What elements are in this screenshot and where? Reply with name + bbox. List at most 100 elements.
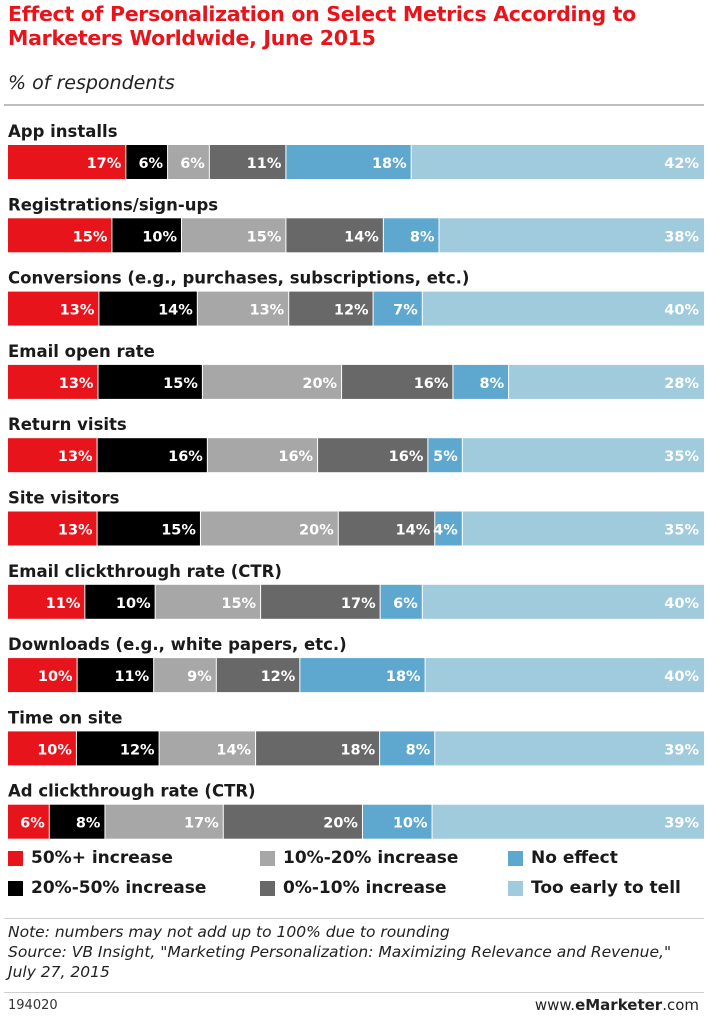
category-label: Email clickthrough rate (CTR) bbox=[8, 562, 282, 581]
bar-segment bbox=[126, 145, 168, 179]
legend-swatch bbox=[508, 880, 523, 896]
bar-segment bbox=[8, 364, 98, 399]
data-label: 20% bbox=[302, 376, 337, 392]
category-label: Downloads (e.g., white papers, etc.) bbox=[8, 635, 347, 654]
data-label: 18% bbox=[386, 669, 421, 685]
data-label: 13% bbox=[60, 303, 95, 319]
legend-label: 50%+ increase bbox=[31, 848, 173, 868]
bar-segment bbox=[8, 658, 77, 693]
category-label: Return visits bbox=[8, 415, 127, 434]
data-label: 13% bbox=[58, 523, 93, 539]
data-label: 35% bbox=[664, 449, 699, 465]
data-label: 28% bbox=[664, 376, 699, 392]
bar-segment bbox=[256, 731, 380, 766]
data-label: 38% bbox=[664, 229, 699, 245]
legend-item-too-early: Too early to tell bbox=[508, 878, 681, 898]
bar-segment bbox=[197, 291, 289, 326]
bar-segment bbox=[422, 291, 704, 326]
data-label: 13% bbox=[59, 376, 94, 392]
brand-link[interactable]: www.eMarketer.com bbox=[535, 996, 699, 1014]
bar-segment bbox=[439, 218, 704, 253]
data-label: 10% bbox=[142, 229, 177, 245]
data-label: 10% bbox=[393, 816, 428, 832]
bar-segment bbox=[462, 511, 704, 546]
data-label: 17% bbox=[341, 596, 376, 612]
bar-segment bbox=[373, 291, 422, 326]
bar-segment bbox=[428, 438, 462, 473]
chart-notes: Note: numbers may not add up to 100% due… bbox=[8, 922, 703, 982]
bar-segment bbox=[8, 804, 49, 839]
chart-id: 194020 bbox=[8, 998, 58, 1013]
bar-segment bbox=[383, 218, 439, 253]
footer-divider bbox=[4, 992, 704, 993]
chart-subtitle: % of respondents bbox=[8, 72, 175, 94]
bar-segment bbox=[432, 804, 704, 839]
data-label: 15% bbox=[221, 596, 256, 612]
data-label: 20% bbox=[299, 523, 334, 539]
bar-segment bbox=[8, 218, 112, 253]
data-label: 35% bbox=[664, 523, 699, 539]
data-label: 40% bbox=[664, 669, 699, 685]
data-label: 18% bbox=[372, 156, 407, 172]
bar-segment bbox=[105, 804, 223, 839]
bar-segment bbox=[155, 584, 261, 619]
bar-segment bbox=[223, 804, 362, 839]
bar-segment bbox=[286, 145, 411, 179]
data-label: 20% bbox=[323, 816, 358, 832]
bar-segment bbox=[200, 511, 338, 546]
data-label: 13% bbox=[58, 449, 93, 465]
data-label: 16% bbox=[389, 449, 424, 465]
data-label: 12% bbox=[334, 303, 369, 319]
bar-segment bbox=[286, 218, 383, 253]
legend-label: 0%-10% increase bbox=[283, 878, 447, 898]
brand-suffix: .com bbox=[662, 996, 699, 1014]
legend-label: 20%-50% increase bbox=[31, 878, 207, 898]
bar-segment bbox=[85, 584, 155, 619]
bar-segment bbox=[261, 584, 380, 619]
legend-item-10-20: 10%-20% increase bbox=[260, 848, 458, 868]
category-label: Ad clickthrough rate (CTR) bbox=[8, 782, 256, 801]
bar-segment bbox=[77, 658, 154, 693]
bar-segment bbox=[435, 511, 462, 546]
bar-segment bbox=[209, 145, 286, 179]
bar-segment bbox=[99, 291, 197, 326]
chart-title: Effect of Personalization on Select Metr… bbox=[8, 2, 636, 50]
legend-item-no-effect: No effect bbox=[508, 848, 618, 868]
chart-legend: 50%+ increase 20%-50% increase 10%-20% i… bbox=[0, 848, 709, 912]
legend-label: 10%-20% increase bbox=[283, 848, 459, 868]
data-label: 15% bbox=[163, 376, 198, 392]
bar-segment bbox=[425, 658, 704, 693]
bar-segment bbox=[422, 584, 704, 619]
source-note: Source: VB Insight, "Marketing Personali… bbox=[8, 943, 672, 981]
bar-segment bbox=[509, 364, 704, 399]
legend-swatch bbox=[8, 880, 23, 896]
bar-segment bbox=[8, 438, 97, 473]
data-label: 8% bbox=[479, 376, 504, 392]
data-label: 15% bbox=[73, 229, 108, 245]
data-label: 15% bbox=[247, 229, 282, 245]
bar-segment bbox=[318, 438, 428, 473]
data-label: 10% bbox=[38, 669, 73, 685]
data-label: 10% bbox=[116, 596, 151, 612]
bar-segment bbox=[207, 438, 318, 473]
bar-segment bbox=[8, 145, 126, 179]
legend-label: Too early to tell bbox=[531, 878, 681, 898]
bar-segment bbox=[8, 584, 85, 619]
category-label: App installs bbox=[8, 122, 118, 141]
bar-segment bbox=[159, 731, 256, 766]
bar-segment bbox=[8, 731, 76, 766]
bar-segment bbox=[300, 658, 425, 693]
brand-name: eMarketer bbox=[575, 996, 663, 1014]
data-label: 7% bbox=[393, 303, 418, 319]
bar-segment bbox=[8, 291, 99, 326]
bar-segment bbox=[112, 218, 181, 253]
category-label: Time on site bbox=[8, 708, 122, 727]
bar-segment bbox=[411, 145, 704, 179]
brand-prefix: www. bbox=[534, 996, 576, 1014]
data-label: 39% bbox=[664, 742, 699, 758]
data-label: 14% bbox=[158, 303, 193, 319]
bar-segment bbox=[338, 511, 435, 546]
bar-segment bbox=[462, 438, 704, 473]
data-label: 39% bbox=[664, 816, 699, 832]
bar-segment bbox=[453, 364, 509, 399]
